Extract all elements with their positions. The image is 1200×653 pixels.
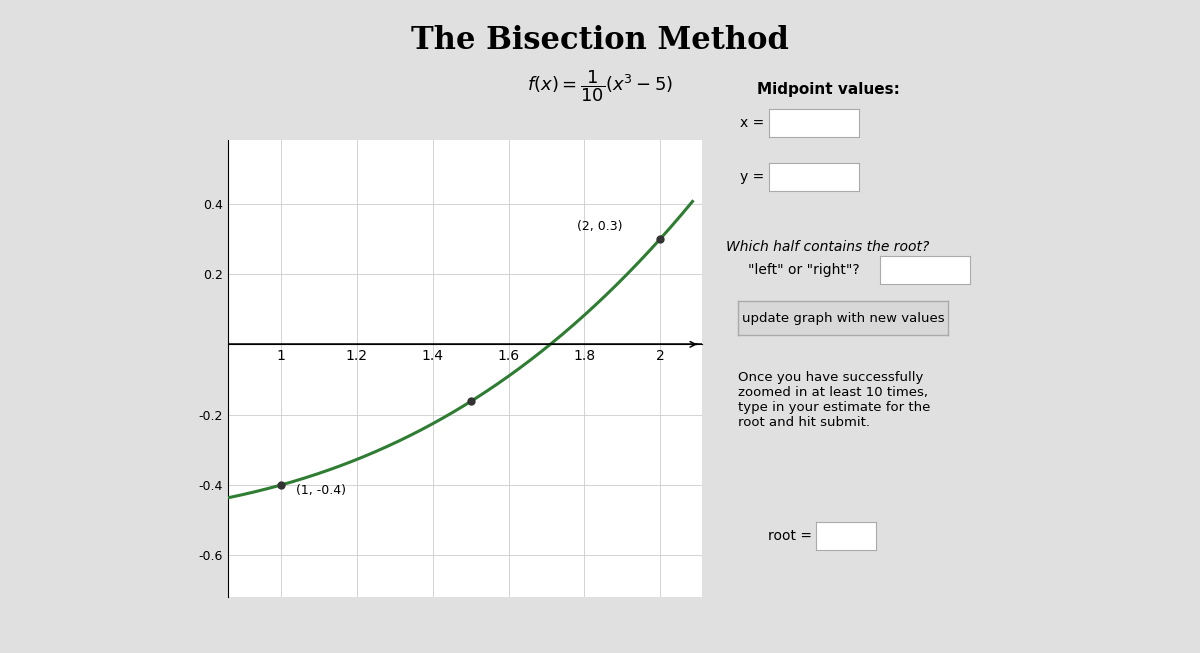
Text: root =: root = [768, 530, 812, 543]
Text: The Bisection Method: The Bisection Method [412, 25, 788, 56]
Text: y =: y = [740, 170, 764, 183]
Text: Which half contains the root?: Which half contains the root? [726, 240, 930, 253]
Text: (2, 0.3): (2, 0.3) [577, 220, 623, 233]
Text: Midpoint values:: Midpoint values: [756, 82, 900, 97]
Text: $f(x) = \dfrac{1}{10}(x^3 - 5)$: $f(x) = \dfrac{1}{10}(x^3 - 5)$ [527, 69, 673, 104]
Text: x =: x = [740, 116, 764, 130]
Text: "left" or "right"?: "left" or "right"? [748, 263, 859, 277]
Text: Once you have successfully
zoomed in at least 10 times,
type in your estimate fo: Once you have successfully zoomed in at … [738, 371, 930, 429]
Text: (1, -0.4): (1, -0.4) [296, 484, 347, 497]
Text: update graph with new values: update graph with new values [742, 311, 944, 325]
